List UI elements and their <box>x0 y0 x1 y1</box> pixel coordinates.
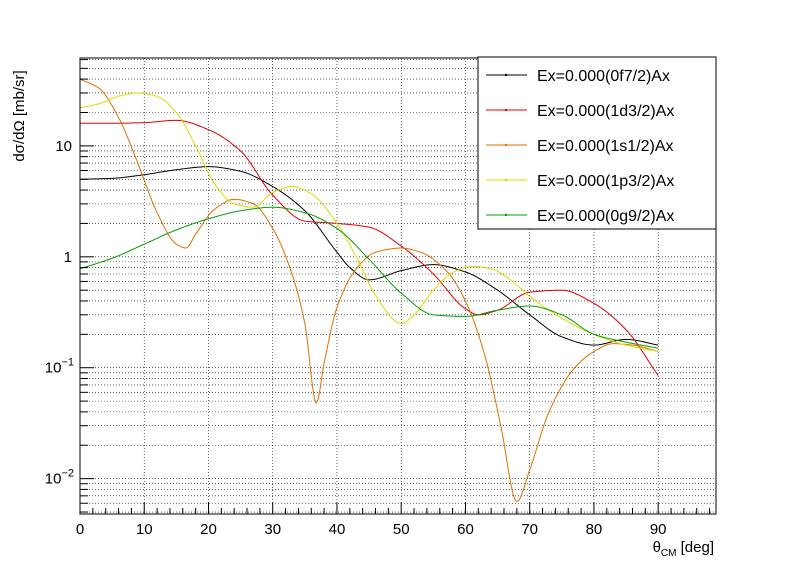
x-tick-label: 60 <box>457 521 474 538</box>
series-line-4 <box>79 206 659 349</box>
x-axis-label: θCM [deg] <box>653 539 714 559</box>
legend-marker-1 <box>504 108 508 112</box>
x-axis-label-main: θ <box>653 539 661 556</box>
y-tick-label: 10 <box>55 138 72 155</box>
x-tick-label: 90 <box>650 521 667 538</box>
legend: Ex=0.000(0f7/2)Ax Ex=0.000(1d3/2)Ax Ex=0.0… <box>477 56 717 230</box>
x-tick-label: 0 <box>76 521 84 538</box>
legend-label-3: Ex=0.000(1p3/2)Ax <box>537 173 674 190</box>
x-tick-label: 70 <box>521 521 538 538</box>
series-line-1 <box>80 119 659 376</box>
grid <box>80 58 716 514</box>
y-axis-label: dσ/dΩ [mb/sr] <box>11 70 28 161</box>
axis-ticks <box>79 59 711 514</box>
series-lines <box>79 78 659 503</box>
x-axis-label-unit: [deg] <box>676 539 714 556</box>
series-line-2 <box>79 78 659 503</box>
legend-label-2: Ex=0.000(1s1/2)Ax <box>537 138 674 155</box>
x-axis-label-sub: CM <box>661 548 677 559</box>
x-tick-label: 80 <box>586 521 603 538</box>
x-tick-label: 50 <box>393 521 410 538</box>
x-tick-label: 10 <box>136 521 153 538</box>
legend-marker-4 <box>504 213 508 217</box>
legend-marker-2 <box>504 143 508 147</box>
legend-label-1: Ex=0.000(1d3/2)Ax <box>537 103 674 120</box>
plot-frame <box>79 57 717 515</box>
legend-marker-0 <box>504 73 508 77</box>
legend-label-0: Ex=0.000(0f7/2)Ax <box>537 68 670 85</box>
y-tick-label: 10−1 <box>45 357 74 377</box>
legend-box <box>477 56 717 230</box>
legend-label-4: Ex=0.000(0g9/2)Ax <box>537 208 674 225</box>
y-tick-label: 1 <box>64 249 72 266</box>
x-tick-label: 40 <box>329 521 346 538</box>
series-line-3 <box>79 92 659 353</box>
x-tick-labels: 0 10 20 30 40 50 60 70 80 90 <box>76 521 667 538</box>
series-line-0 <box>79 166 659 346</box>
x-tick-label: 30 <box>264 521 281 538</box>
legend-marker-3 <box>504 178 508 182</box>
y-tick-label: 10−2 <box>45 468 74 488</box>
x-tick-label: 20 <box>200 521 217 538</box>
y-tick-labels: 10−2 10−1 1 10 <box>45 138 74 488</box>
